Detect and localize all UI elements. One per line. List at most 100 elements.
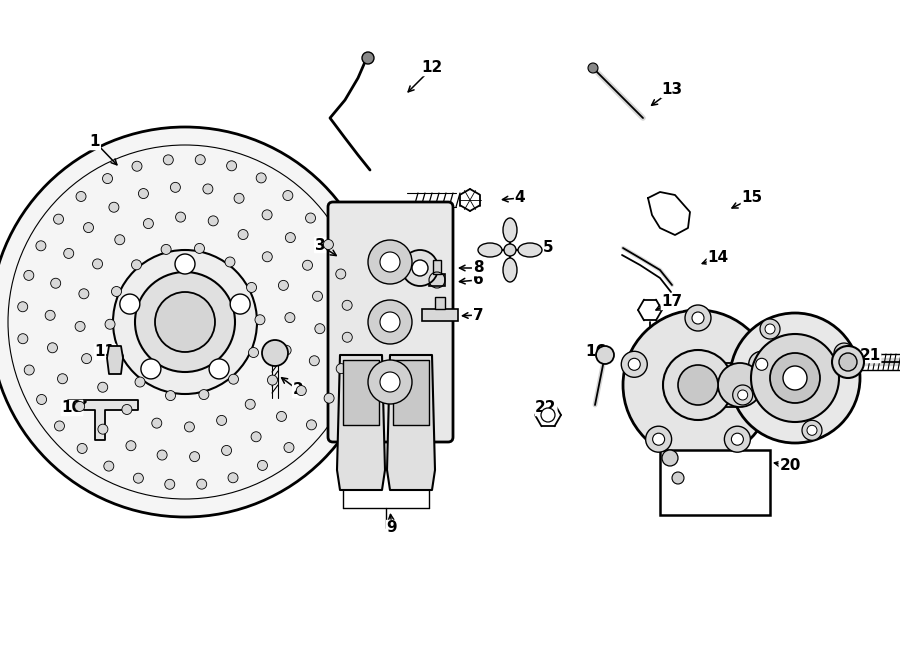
Circle shape	[225, 257, 235, 267]
Circle shape	[645, 426, 671, 452]
Text: 11: 11	[94, 344, 115, 359]
Circle shape	[195, 155, 205, 165]
Circle shape	[678, 365, 718, 405]
Circle shape	[190, 451, 200, 461]
Circle shape	[724, 426, 751, 452]
Circle shape	[58, 374, 68, 384]
Circle shape	[36, 241, 46, 251]
Circle shape	[245, 399, 256, 409]
Circle shape	[77, 444, 87, 453]
Circle shape	[122, 404, 132, 414]
Circle shape	[18, 302, 28, 312]
Polygon shape	[343, 360, 379, 425]
Circle shape	[262, 210, 272, 220]
Circle shape	[504, 244, 516, 256]
Circle shape	[302, 260, 312, 270]
Text: 19: 19	[781, 350, 803, 365]
Circle shape	[228, 473, 238, 483]
Text: 13: 13	[662, 83, 682, 97]
Circle shape	[75, 322, 86, 332]
Circle shape	[596, 346, 614, 364]
Circle shape	[55, 421, 65, 431]
Text: 14: 14	[707, 250, 729, 265]
Circle shape	[588, 63, 598, 73]
Circle shape	[141, 359, 161, 379]
Circle shape	[285, 312, 295, 322]
Circle shape	[276, 411, 286, 422]
Text: 1: 1	[90, 134, 100, 150]
Bar	[422, 309, 458, 321]
Bar	[435, 297, 445, 309]
Circle shape	[305, 213, 316, 223]
Polygon shape	[387, 355, 435, 490]
Circle shape	[832, 346, 864, 378]
Circle shape	[0, 127, 380, 517]
Text: 17: 17	[662, 295, 682, 310]
Text: 16: 16	[585, 344, 607, 359]
Circle shape	[362, 52, 374, 64]
Circle shape	[103, 173, 112, 183]
Circle shape	[93, 259, 103, 269]
Circle shape	[175, 254, 195, 274]
Circle shape	[98, 382, 108, 392]
Circle shape	[230, 294, 250, 314]
Circle shape	[315, 324, 325, 334]
Circle shape	[628, 358, 640, 370]
Circle shape	[368, 300, 412, 344]
Circle shape	[109, 202, 119, 213]
Text: 3: 3	[315, 238, 325, 252]
Circle shape	[76, 191, 86, 201]
Circle shape	[163, 155, 174, 165]
Circle shape	[323, 240, 333, 250]
Circle shape	[692, 312, 704, 324]
Circle shape	[23, 270, 34, 281]
Bar	[698, 363, 740, 407]
Circle shape	[336, 269, 346, 279]
Circle shape	[202, 184, 213, 194]
Circle shape	[267, 375, 277, 385]
Circle shape	[730, 313, 860, 443]
Circle shape	[380, 312, 400, 332]
Bar	[660, 450, 770, 515]
Circle shape	[120, 294, 140, 314]
Circle shape	[248, 348, 258, 357]
Circle shape	[197, 479, 207, 489]
Circle shape	[135, 377, 145, 387]
Text: 21: 21	[860, 348, 880, 363]
Circle shape	[257, 460, 267, 471]
Circle shape	[238, 230, 248, 240]
Circle shape	[368, 240, 412, 284]
Circle shape	[135, 272, 235, 372]
Circle shape	[672, 472, 684, 484]
Text: 2: 2	[292, 383, 303, 397]
Ellipse shape	[518, 243, 542, 257]
Circle shape	[126, 441, 136, 451]
Circle shape	[312, 291, 322, 301]
Circle shape	[18, 334, 28, 344]
Circle shape	[623, 310, 773, 460]
Circle shape	[143, 218, 153, 228]
Text: 10: 10	[61, 401, 83, 416]
Circle shape	[685, 305, 711, 331]
Circle shape	[324, 393, 334, 403]
Circle shape	[53, 214, 64, 224]
Polygon shape	[107, 346, 123, 374]
Circle shape	[82, 354, 92, 363]
Circle shape	[278, 281, 288, 291]
Circle shape	[131, 260, 141, 270]
Ellipse shape	[478, 243, 502, 257]
Circle shape	[621, 352, 647, 377]
Text: 4: 4	[515, 191, 526, 205]
Circle shape	[310, 355, 320, 366]
Circle shape	[749, 352, 775, 377]
Polygon shape	[393, 360, 429, 425]
Text: 12: 12	[421, 60, 443, 75]
Circle shape	[209, 359, 230, 379]
Circle shape	[307, 420, 317, 430]
Circle shape	[732, 433, 743, 446]
Circle shape	[105, 319, 115, 329]
Circle shape	[783, 366, 807, 390]
Circle shape	[208, 216, 218, 226]
Circle shape	[262, 252, 273, 261]
Circle shape	[380, 252, 400, 272]
